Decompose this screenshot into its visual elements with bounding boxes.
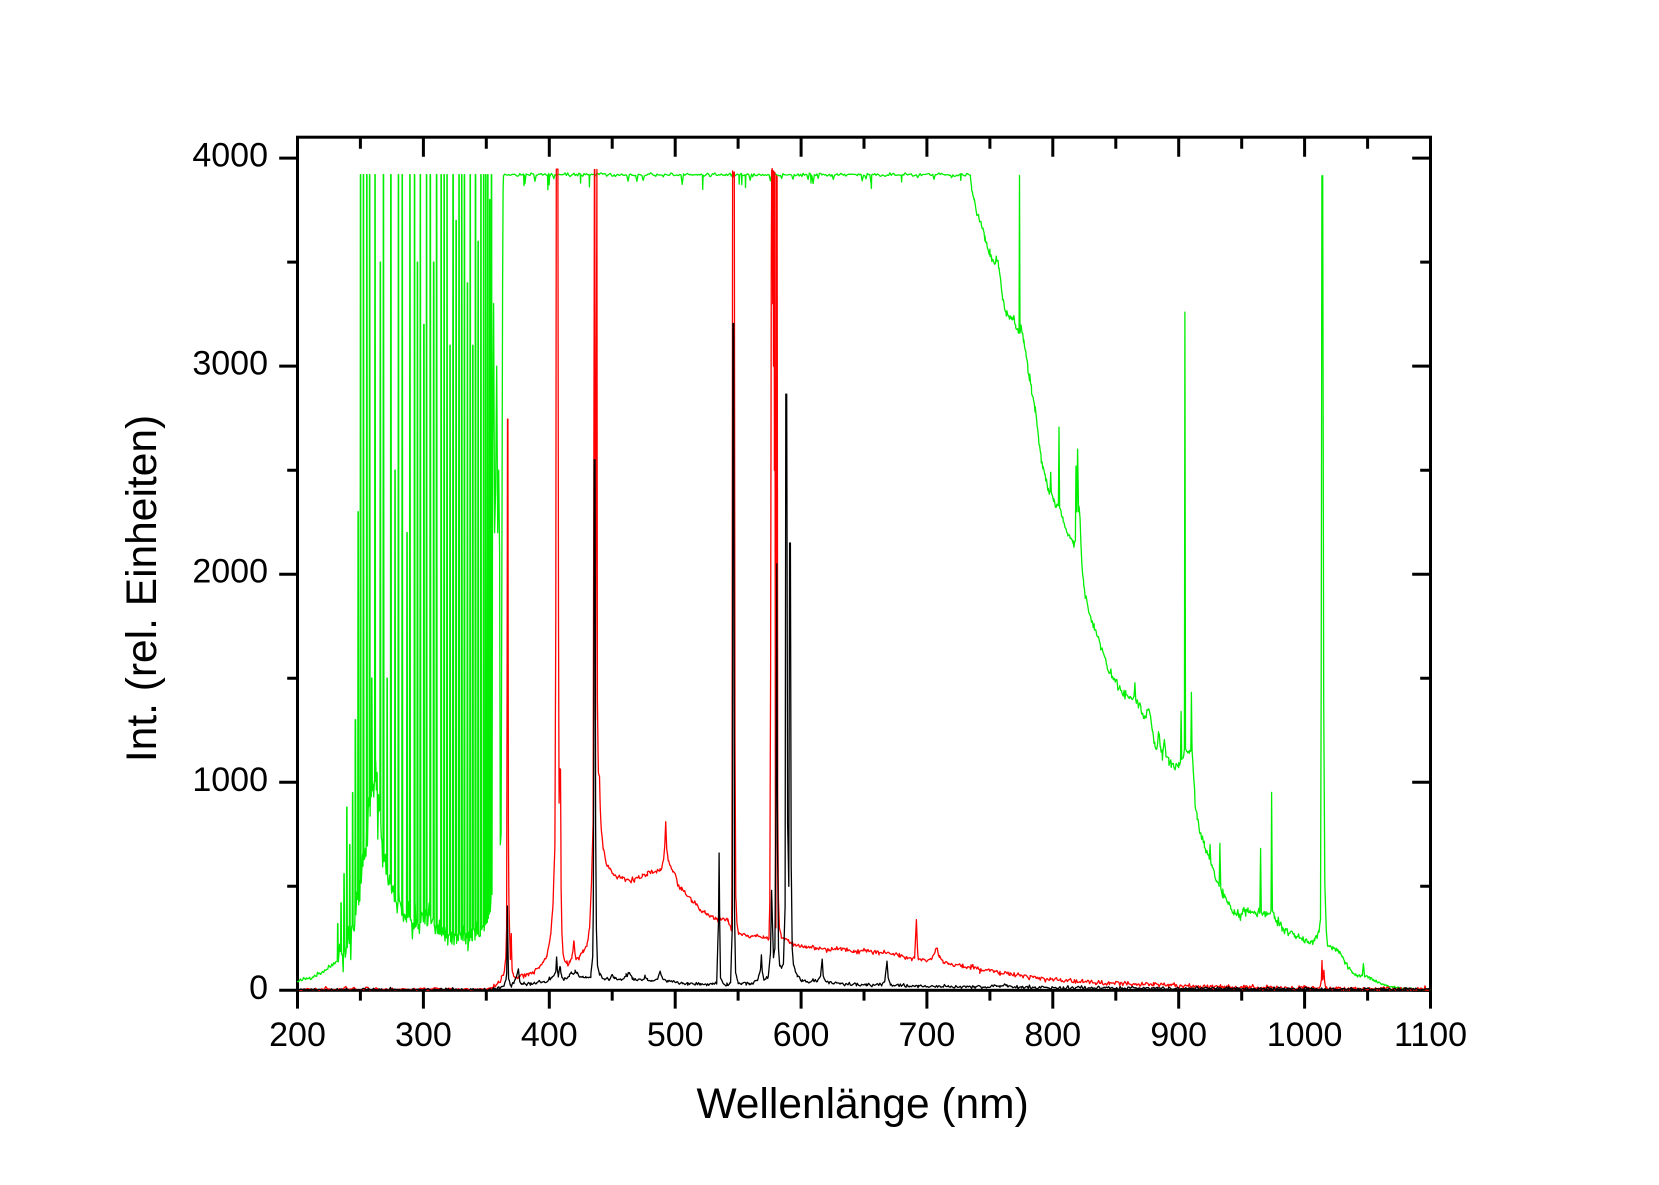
- svg-text:500: 500: [647, 1016, 704, 1054]
- svg-text:1000: 1000: [1267, 1016, 1343, 1054]
- svg-text:900: 900: [1150, 1016, 1207, 1054]
- svg-text:1100: 1100: [1394, 1016, 1467, 1054]
- svg-text:1000: 1000: [192, 761, 268, 799]
- svg-text:400: 400: [521, 1016, 578, 1054]
- svg-text:300: 300: [395, 1016, 452, 1054]
- svg-text:0: 0: [249, 969, 268, 1007]
- svg-text:700: 700: [899, 1016, 956, 1054]
- svg-text:Wellenlänge (nm): Wellenlänge (nm): [696, 1081, 1028, 1128]
- svg-text:Int. (rel. Einheiten): Int. (rel. Einheiten): [119, 415, 166, 762]
- svg-text:3000: 3000: [192, 345, 268, 383]
- svg-text:600: 600: [773, 1016, 830, 1054]
- svg-text:4000: 4000: [192, 137, 268, 175]
- svg-text:2000: 2000: [192, 553, 268, 591]
- svg-text:200: 200: [269, 1016, 326, 1054]
- svg-text:800: 800: [1024, 1016, 1081, 1054]
